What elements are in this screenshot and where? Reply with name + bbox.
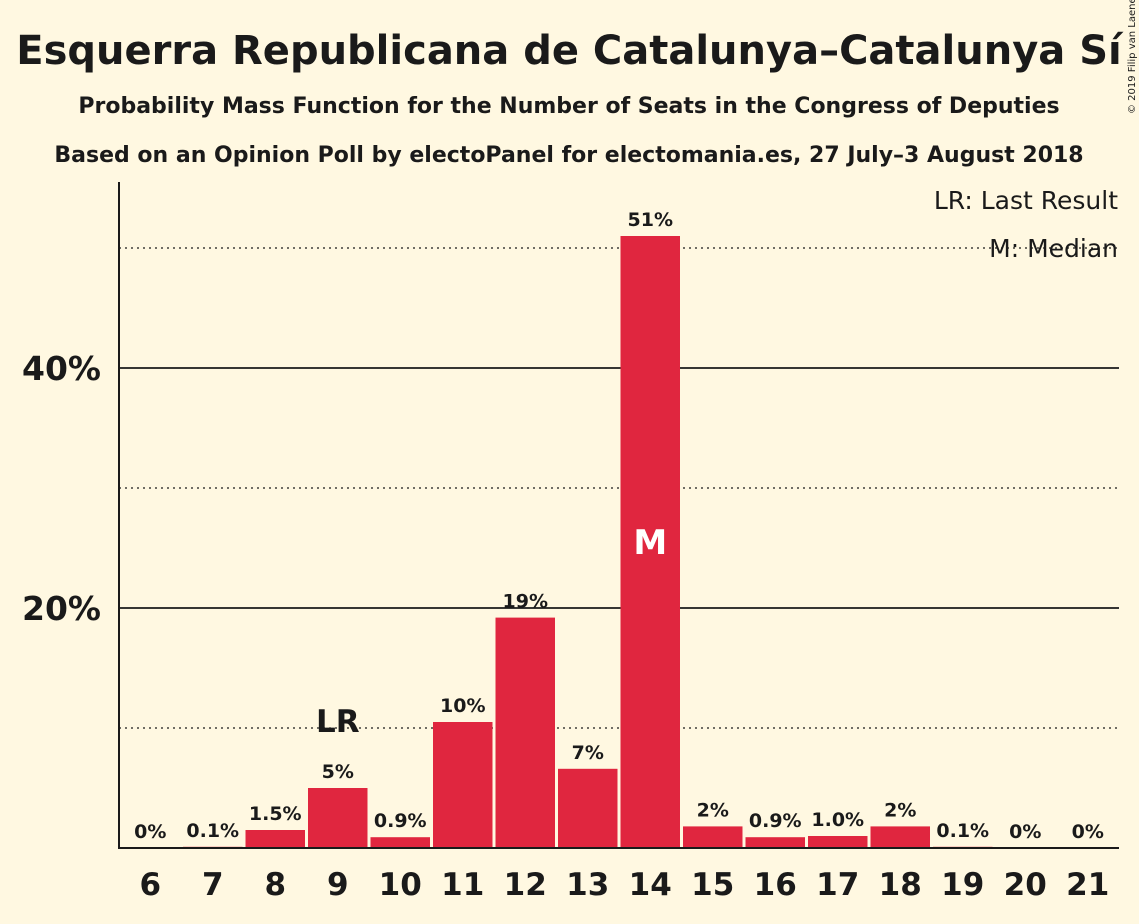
chart-subtitle: Probability Mass Function for the Number… [78,94,1059,119]
copyright-notice: © 2019 Filip van Laenen [1127,0,1138,114]
median-marker: M [633,523,667,563]
bar-10 [370,837,430,848]
x-tick-label-6: 6 [139,867,161,903]
x-tick-label-7: 7 [202,867,224,903]
x-tick-label-16: 16 [754,867,797,903]
y-tick-label: 20% [22,589,101,628]
x-tick-label-8: 8 [264,867,286,903]
data-label-14: 51% [628,209,673,231]
data-label-17: 1.0% [811,809,864,831]
data-label-8: 1.5% [249,803,302,825]
bar-12 [495,617,555,848]
y-tick-label: 40% [22,349,101,388]
bar-13 [558,768,618,848]
legend-last-result: LR: Last Result [934,186,1118,215]
x-tick-label-11: 11 [441,867,484,903]
x-tick-label-9: 9 [327,867,349,903]
bar-15 [683,826,743,848]
x-tick-label-13: 13 [566,867,609,903]
data-label-19: 0.1% [936,820,989,842]
data-label-16: 0.9% [749,810,802,832]
data-label-12: 19% [503,591,548,613]
legend-median: M: Median [989,234,1118,263]
x-tick-label-17: 17 [816,867,859,903]
data-label-7: 0.1% [186,820,239,842]
x-axis-ticks: 6 7 8 9 10 11 12 13 14 15 16 17 18 19 20 21 [139,867,1109,903]
data-label-18: 2% [884,799,916,821]
x-tick-label-10: 10 [379,867,422,903]
x-tick-label-18: 18 [879,867,922,903]
data-label-11: 10% [440,695,485,717]
bar-18 [870,826,930,848]
data-label-21: 0% [1072,821,1104,843]
x-tick-label-21: 21 [1066,867,1109,903]
last-result-marker: LR [316,704,360,740]
bars [183,236,993,848]
gridlines [119,247,1119,729]
bar-14 [620,236,680,848]
bar-17 [808,836,868,848]
bar-8 [245,830,305,848]
data-label-13: 7% [572,742,604,764]
chart-title: Esquerra Republicana de Catalunya–Catalu… [16,28,1124,74]
bar-16 [745,837,805,848]
data-label-10: 0.9% [374,810,427,832]
data-label-15: 2% [697,799,729,821]
data-label-9: 5% [322,761,354,783]
x-tick-label-19: 19 [941,867,984,903]
chart-source: Based on an Opinion Poll by electoPanel … [54,143,1083,168]
data-labels: 0% 0.1% 1.5% 5% 0.9% 10% 19% 7% 51% 2% 0.9% 1.0% 2% 0… [134,209,1104,843]
bar-9 [308,788,368,848]
x-tick-label-20: 20 [1004,867,1047,903]
x-tick-label-12: 12 [504,867,547,903]
x-tick-label-14: 14 [629,867,672,903]
bar-11 [433,722,493,848]
data-label-6: 0% [134,821,166,843]
x-tick-label-15: 15 [691,867,734,903]
y-axis-ticks: 20% 40% [22,349,101,628]
data-label-20: 0% [1009,821,1041,843]
markers: M LR [316,523,667,740]
